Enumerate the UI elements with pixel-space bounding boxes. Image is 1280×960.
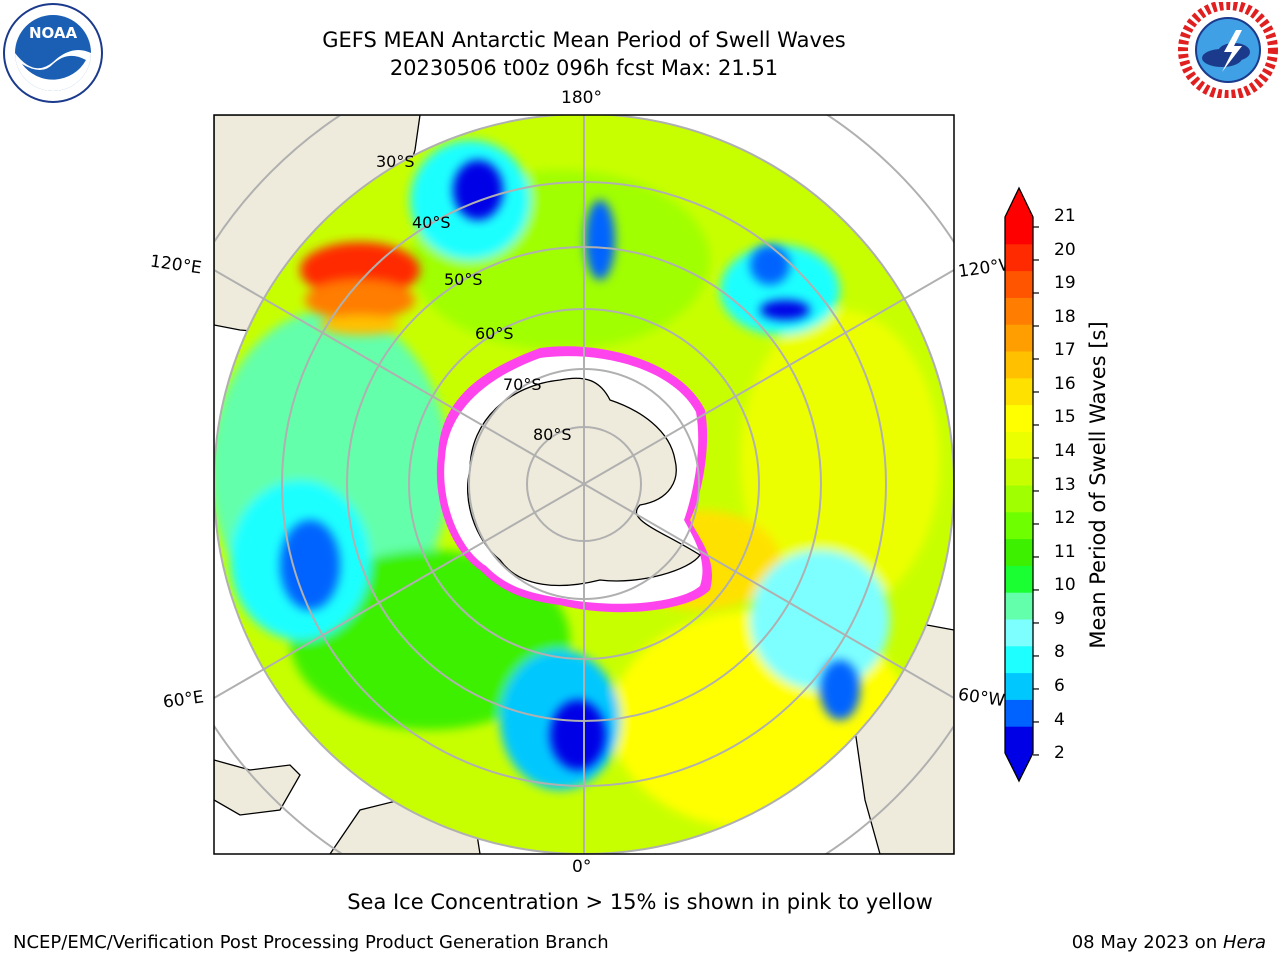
colorbar-segment (1005, 270, 1033, 298)
colorbar-segment (1005, 565, 1033, 593)
colorbar-segment (1005, 538, 1033, 566)
colorbar-tick: 6 (1054, 676, 1065, 696)
graticule (214, 115, 954, 854)
colorbar-segment (1005, 592, 1033, 620)
colorbar-segment (1005, 672, 1033, 700)
colorbar-segment (1005, 324, 1033, 352)
colorbar-tick: 17 (1054, 340, 1076, 360)
colorbar-segment (1005, 619, 1033, 647)
colorbar-segment (1005, 726, 1033, 754)
colorbar (1004, 186, 1039, 783)
colorbar-segment (1005, 243, 1033, 272)
lat-label-60s: 60°S (475, 324, 514, 343)
swell-period-field (214, 115, 954, 854)
footer-credit: NCEP/EMC/Verification Post Processing Pr… (13, 932, 609, 953)
colorbar-segment (1005, 458, 1033, 486)
colorbar-tick: 13 (1054, 475, 1076, 495)
colorbar-segment (1005, 377, 1033, 406)
colorbar-tick: 20 (1054, 240, 1076, 260)
lat-label-50s: 50°S (444, 270, 483, 289)
colorbar-segment (1005, 431, 1033, 459)
chart-subtitle: 20230506 t00z 096h fcst Max: 21.51 (389, 56, 779, 80)
colorbar-tick: 8 (1054, 642, 1065, 662)
nws-logo (1178, 2, 1278, 98)
colorbar-tick: 18 (1054, 307, 1076, 327)
lat-label-30s: 30°S (376, 152, 415, 171)
footer-date-text: 08 May 2023 on (1071, 932, 1223, 953)
lon-label-180: 180° (561, 88, 602, 108)
colorbar-tick: 15 (1054, 407, 1076, 427)
colorbar-tick: 21 (1054, 206, 1076, 226)
lat-label-70s: 70°S (503, 375, 542, 394)
colorbar-label: Mean Period of Swell Waves [s] (1086, 321, 1110, 649)
colorbar-tick: 16 (1054, 374, 1076, 394)
colorbar-tick: 12 (1054, 508, 1076, 528)
colorbar-outline (1004, 186, 1034, 783)
sea-ice-note: Sea Ice Concentration > 15% is shown in … (347, 890, 933, 914)
noaa-logo-text: NOAA (29, 24, 78, 42)
lon-label-0: 0° (572, 857, 592, 877)
colorbar-tick: 9 (1054, 609, 1065, 629)
colorbar-extend-max (1005, 188, 1033, 217)
colorbar-segment (1005, 351, 1033, 379)
colorbar-extend-min (1005, 753, 1033, 781)
madagascar (214, 759, 301, 816)
colorbar-segment (1005, 404, 1033, 432)
colorbar-segment (1005, 511, 1033, 540)
colorbar-tick: 10 (1054, 575, 1076, 595)
colorbar-segment (1005, 217, 1033, 245)
colorbar-tick: 19 (1054, 273, 1076, 293)
noaa-logo: NOAA (3, 3, 103, 103)
colorbar-segment (1005, 297, 1033, 325)
footer-date: 08 May 2023 on Hera (1072, 932, 1266, 953)
colorbar-tick: 14 (1054, 441, 1076, 461)
chart-title: GEFS MEAN Antarctic Mean Period of Swell… (322, 28, 846, 52)
colorbar-segment (1005, 699, 1033, 727)
colorbar-segment (1005, 645, 1033, 674)
colorbar-tick: 4 (1054, 710, 1065, 730)
colorbar-tick: 2 (1054, 743, 1065, 763)
colorbar-segment (1005, 485, 1033, 513)
colorbar-tick: 11 (1054, 542, 1076, 562)
footer-host: Hera (1222, 932, 1266, 953)
lat-label-40s: 40°S (412, 213, 451, 232)
lat-label-80s: 80°S (533, 425, 572, 444)
